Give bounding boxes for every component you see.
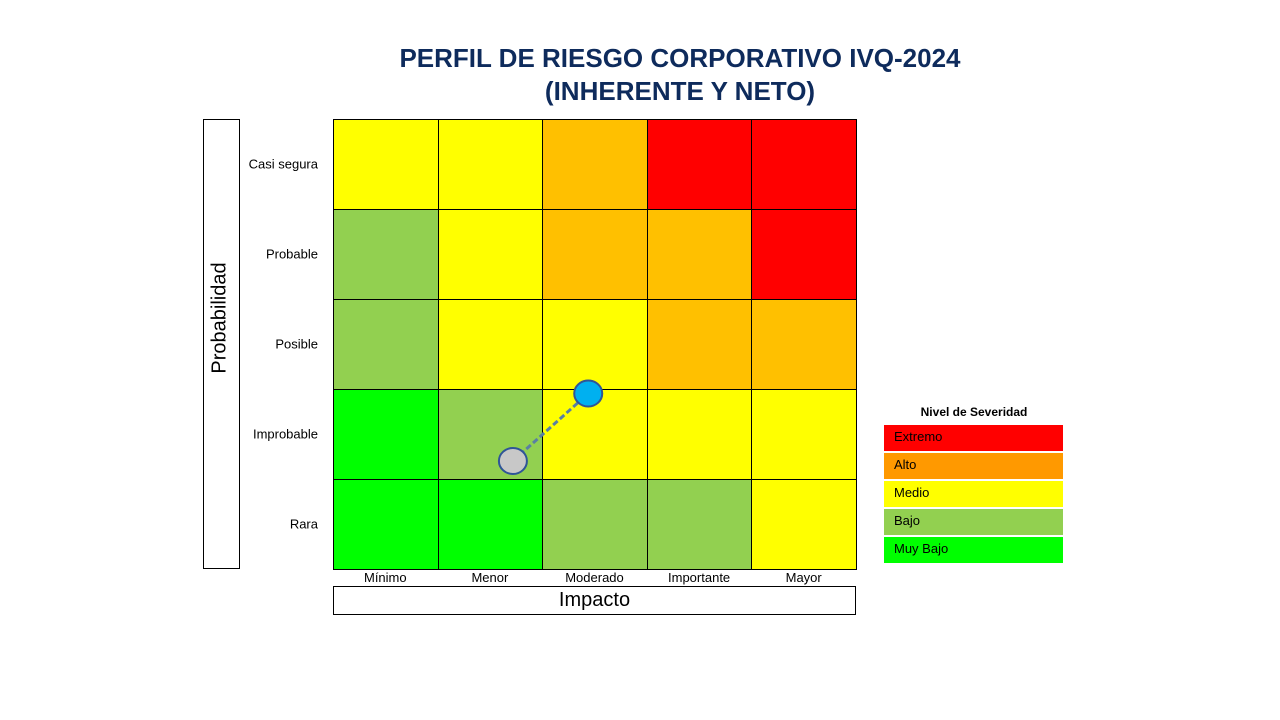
y-tick-label: Casi segura (248, 156, 318, 172)
matrix-cell (751, 209, 857, 300)
matrix-cell (542, 209, 648, 300)
legend-item: Bajo (884, 509, 1064, 535)
matrix-cell (751, 119, 857, 210)
matrix-cell (333, 299, 439, 390)
matrix-cell (333, 479, 439, 570)
y-tick-label: Probable (265, 246, 318, 262)
y-tick-label: Posible (275, 336, 318, 352)
legend-item: Alto (884, 453, 1064, 479)
matrix-cell (437, 209, 544, 300)
chart-title-line2: (INHERENTE Y NETO) (544, 76, 816, 106)
legend-item: Muy Bajo (884, 537, 1064, 563)
matrix-cell (751, 479, 857, 570)
matrix-cell (646, 119, 753, 210)
legend-item: Medio (884, 481, 1064, 507)
risk-point (497, 447, 528, 475)
x-tick-label: Moderado (565, 570, 624, 585)
chart-title-line1: PERFIL DE RIESGO CORPORATIVO IVQ-2024 (399, 43, 961, 73)
risk-point (573, 379, 604, 408)
matrix-cell (333, 209, 439, 300)
matrix-cell (646, 299, 753, 390)
y-axis-title: Probabilidad (208, 262, 231, 374)
x-tick-label: Mínimo (363, 570, 407, 585)
x-tick-label: Importante (668, 570, 731, 585)
legend-title: Nivel de Severidad (920, 405, 1028, 419)
x-axis-title-box: Impacto (333, 586, 856, 615)
legend-item: Extremo (884, 425, 1064, 451)
matrix-cell (437, 299, 544, 390)
y-tick-label: Rara (289, 516, 318, 532)
matrix-cell (542, 479, 648, 570)
risk-markers (497, 379, 604, 475)
y-tick-label: Improbable (252, 426, 318, 442)
matrix-cell (646, 389, 753, 480)
risk-matrix (333, 119, 857, 570)
matrix-cell (437, 119, 544, 210)
matrix-cell (751, 299, 857, 390)
x-axis-title: Impacto (558, 589, 631, 611)
matrix-cell (542, 299, 648, 390)
x-tick-label: Menor (471, 570, 509, 585)
matrix-cell (646, 209, 753, 300)
severity-legend: Nivel de Severidad Extremo Alto Medio Bajo M… (884, 403, 1064, 565)
risk-path-line (511, 392, 590, 463)
x-tick-label: Mayor (785, 570, 822, 585)
matrix-cell (437, 479, 544, 570)
y-axis-title-box (203, 119, 240, 569)
